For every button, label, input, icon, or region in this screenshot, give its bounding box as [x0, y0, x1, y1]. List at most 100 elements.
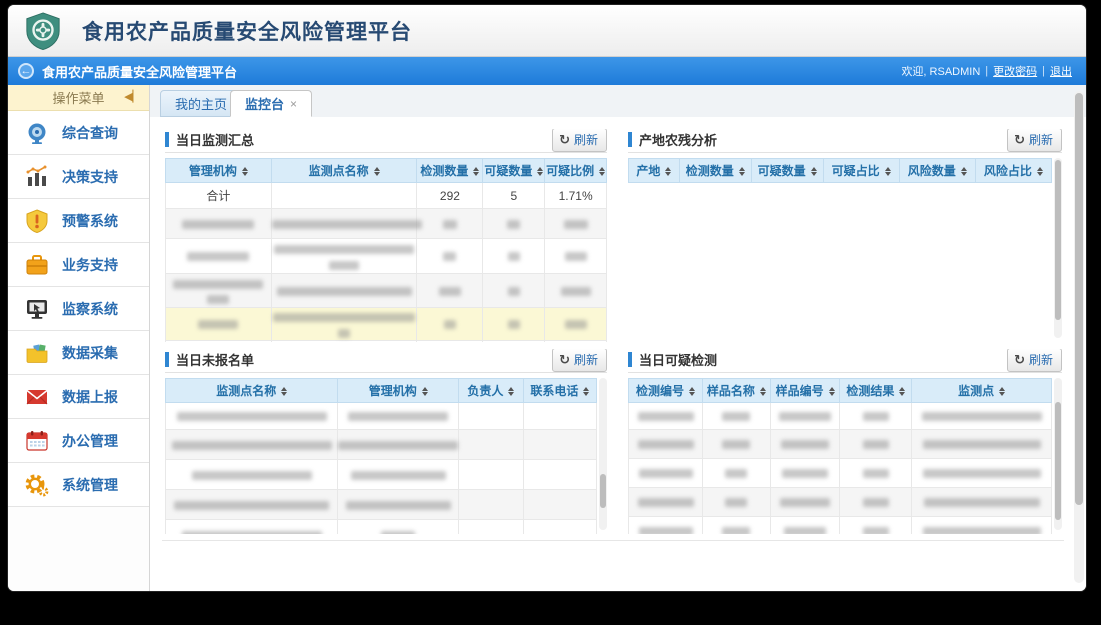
scrollbar-thumb[interactable]	[600, 474, 606, 508]
sidebar-item-data-collection[interactable]: 数据采集	[8, 331, 149, 375]
change-password-link[interactable]: 更改密码	[993, 66, 1038, 78]
gears-icon	[24, 472, 50, 498]
sidebar-item-decision-support[interactable]: 决策支持	[8, 155, 149, 199]
scrollbar-thumb[interactable]	[1055, 402, 1061, 520]
table-header-row: 监测点名称 管理机构 负责人 联系电话	[165, 378, 598, 403]
refresh-button[interactable]: ↻ 刷新	[1007, 129, 1062, 152]
refresh-icon: ↻	[559, 351, 570, 367]
panel-header: 产地农残分析 ↻ 刷新	[628, 129, 1062, 153]
sidebar-item-office-management[interactable]: 办公管理	[8, 419, 149, 463]
table-row-redacted[interactable]	[628, 458, 1052, 488]
table-row-redacted[interactable]	[165, 208, 607, 239]
column-header-sortable[interactable]: 联系电话	[522, 378, 598, 403]
table-row-redacted[interactable]	[165, 429, 598, 460]
panel-title: 当日未报名单	[176, 353, 255, 368]
sidebar-item-comprehensive-query[interactable]: 综合查询	[8, 111, 149, 155]
sort-icon	[421, 387, 428, 397]
panel-daily-monitor-summary: 当日监测汇总 ↻ 刷新 管理机构 监测点名称 检测数量	[165, 129, 607, 347]
column-header-sortable[interactable]: 检测编号	[628, 378, 704, 403]
sidebar-header-label: 操作菜单	[52, 91, 105, 106]
back-arrow-icon[interactable]: ←	[18, 63, 34, 79]
briefcase-icon	[24, 252, 50, 278]
column-header-sortable[interactable]: 风险数量	[898, 158, 976, 183]
tab-monitoring-console[interactable]: 监控台 ×	[230, 90, 313, 117]
table-row-redacted[interactable]	[628, 402, 1052, 430]
table-row-redacted[interactable]	[165, 459, 598, 490]
table-row-redacted[interactable]	[165, 519, 598, 534]
sidebar-item-early-warning[interactable]: 预警系统	[8, 199, 149, 243]
sidebar-item-system-management[interactable]: 系统管理	[8, 463, 149, 507]
top-navigation-bar: ← 食用农产品质量安全风险管理平台 欢迎, RSADMIN | 更改密码 | 退…	[8, 57, 1086, 85]
table-row-redacted[interactable]	[628, 429, 1052, 459]
sort-icon	[537, 167, 544, 177]
column-header-sortable[interactable]: 可疑数量	[750, 158, 824, 183]
sidebar-item-data-reporting[interactable]: 数据上报	[8, 375, 149, 419]
sidebar-item-label: 数据上报	[62, 388, 118, 405]
column-header-sortable[interactable]: 样品编号	[769, 378, 841, 403]
column-header-sortable[interactable]: 可疑比例	[544, 158, 607, 183]
refresh-button[interactable]: ↻ 刷新	[1007, 349, 1062, 372]
panel-scrollbar[interactable]	[1054, 158, 1062, 338]
scrollbar-thumb[interactable]	[1075, 93, 1083, 505]
sidebar-item-business-support[interactable]: 业务支持	[8, 243, 149, 287]
sidebar-item-supervision-system[interactable]: 监察系统	[8, 287, 149, 331]
table-row-total[interactable]: 合计 292 5 1.71%	[165, 182, 607, 209]
table-row-redacted-highlighted[interactable]	[165, 307, 607, 341]
column-header-sortable[interactable]: 产地	[628, 158, 680, 183]
table-header-row: 管理机构 监测点名称 检测数量 可疑数量 可疑比例	[165, 158, 607, 183]
column-header-sortable[interactable]: 检测结果	[839, 378, 913, 403]
table-row-redacted[interactable]	[165, 489, 598, 520]
refresh-icon: ↻	[1014, 131, 1025, 147]
refresh-label: 刷新	[573, 132, 598, 147]
total-site	[270, 182, 418, 209]
logout-link[interactable]: 退出	[1050, 66, 1072, 78]
sidebar-item-label: 业务支持	[62, 256, 118, 273]
folder-files-icon	[24, 340, 50, 366]
column-header-sortable[interactable]: 可疑数量	[482, 158, 546, 183]
total-label: 合计	[165, 182, 272, 209]
column-header-sortable[interactable]: 检测数量	[416, 158, 484, 183]
sort-icon	[665, 167, 672, 177]
sort-icon	[1036, 167, 1043, 177]
bar-chart-icon	[24, 164, 50, 190]
refresh-button[interactable]: ↻ 刷新	[552, 349, 607, 372]
sidebar-item-label: 数据采集	[62, 344, 118, 361]
sort-icon	[810, 167, 817, 177]
page-scrollbar[interactable]	[1074, 91, 1084, 583]
sort-icon	[828, 387, 835, 397]
collapse-sidebar-icon[interactable]: ◀▏	[124, 91, 141, 103]
close-tab-icon[interactable]: ×	[290, 96, 298, 111]
sort-icon	[738, 167, 745, 177]
table-row-redacted[interactable]	[165, 402, 598, 430]
sidebar-item-label: 预警系统	[62, 212, 118, 229]
column-header-sortable[interactable]: 检测数量	[678, 158, 752, 183]
tab-label: 监控台	[245, 97, 285, 112]
refresh-button[interactable]: ↻ 刷新	[552, 129, 607, 152]
column-header-sortable[interactable]: 管理机构	[165, 158, 272, 183]
table-row-redacted[interactable]	[628, 487, 1052, 517]
column-header-sortable[interactable]: 负责人	[458, 378, 524, 403]
sidebar-item-label: 系统管理	[62, 476, 118, 493]
column-header-sortable[interactable]: 样品名称	[702, 378, 771, 403]
column-header-sortable[interactable]: 监测点名称	[165, 378, 339, 403]
table-row-redacted[interactable]	[165, 273, 607, 308]
table-row-redacted[interactable]	[165, 238, 607, 274]
scrollbar-thumb[interactable]	[1055, 160, 1061, 320]
panel-daily-suspect-tests: 当日可疑检测 ↻ 刷新 检测编号 样品名称 样品编号	[628, 349, 1062, 539]
column-header-sortable[interactable]: 风险占比	[974, 158, 1053, 183]
panel-scrollbar[interactable]	[1054, 378, 1062, 530]
sort-icon	[241, 167, 248, 177]
column-header-sortable[interactable]: 监测点名称	[270, 158, 418, 183]
panel-scrollbar[interactable]	[599, 378, 607, 530]
sort-icon	[583, 387, 590, 397]
table-row-redacted[interactable]	[628, 516, 1052, 534]
separator: |	[1042, 65, 1045, 77]
column-header-sortable[interactable]: 监测点	[911, 378, 1052, 403]
panel-accent-bar	[165, 132, 169, 147]
table-row-redacted[interactable]	[165, 340, 607, 342]
column-header-sortable[interactable]: 管理机构	[337, 378, 460, 403]
column-header-sortable[interactable]: 可疑占比	[822, 158, 900, 183]
dashboard: 当日监测汇总 ↻ 刷新 管理机构 监测点名称 检测数量	[162, 127, 1064, 541]
app-logo-shield-icon	[26, 11, 60, 50]
total-suspect-count: 5	[482, 182, 546, 209]
